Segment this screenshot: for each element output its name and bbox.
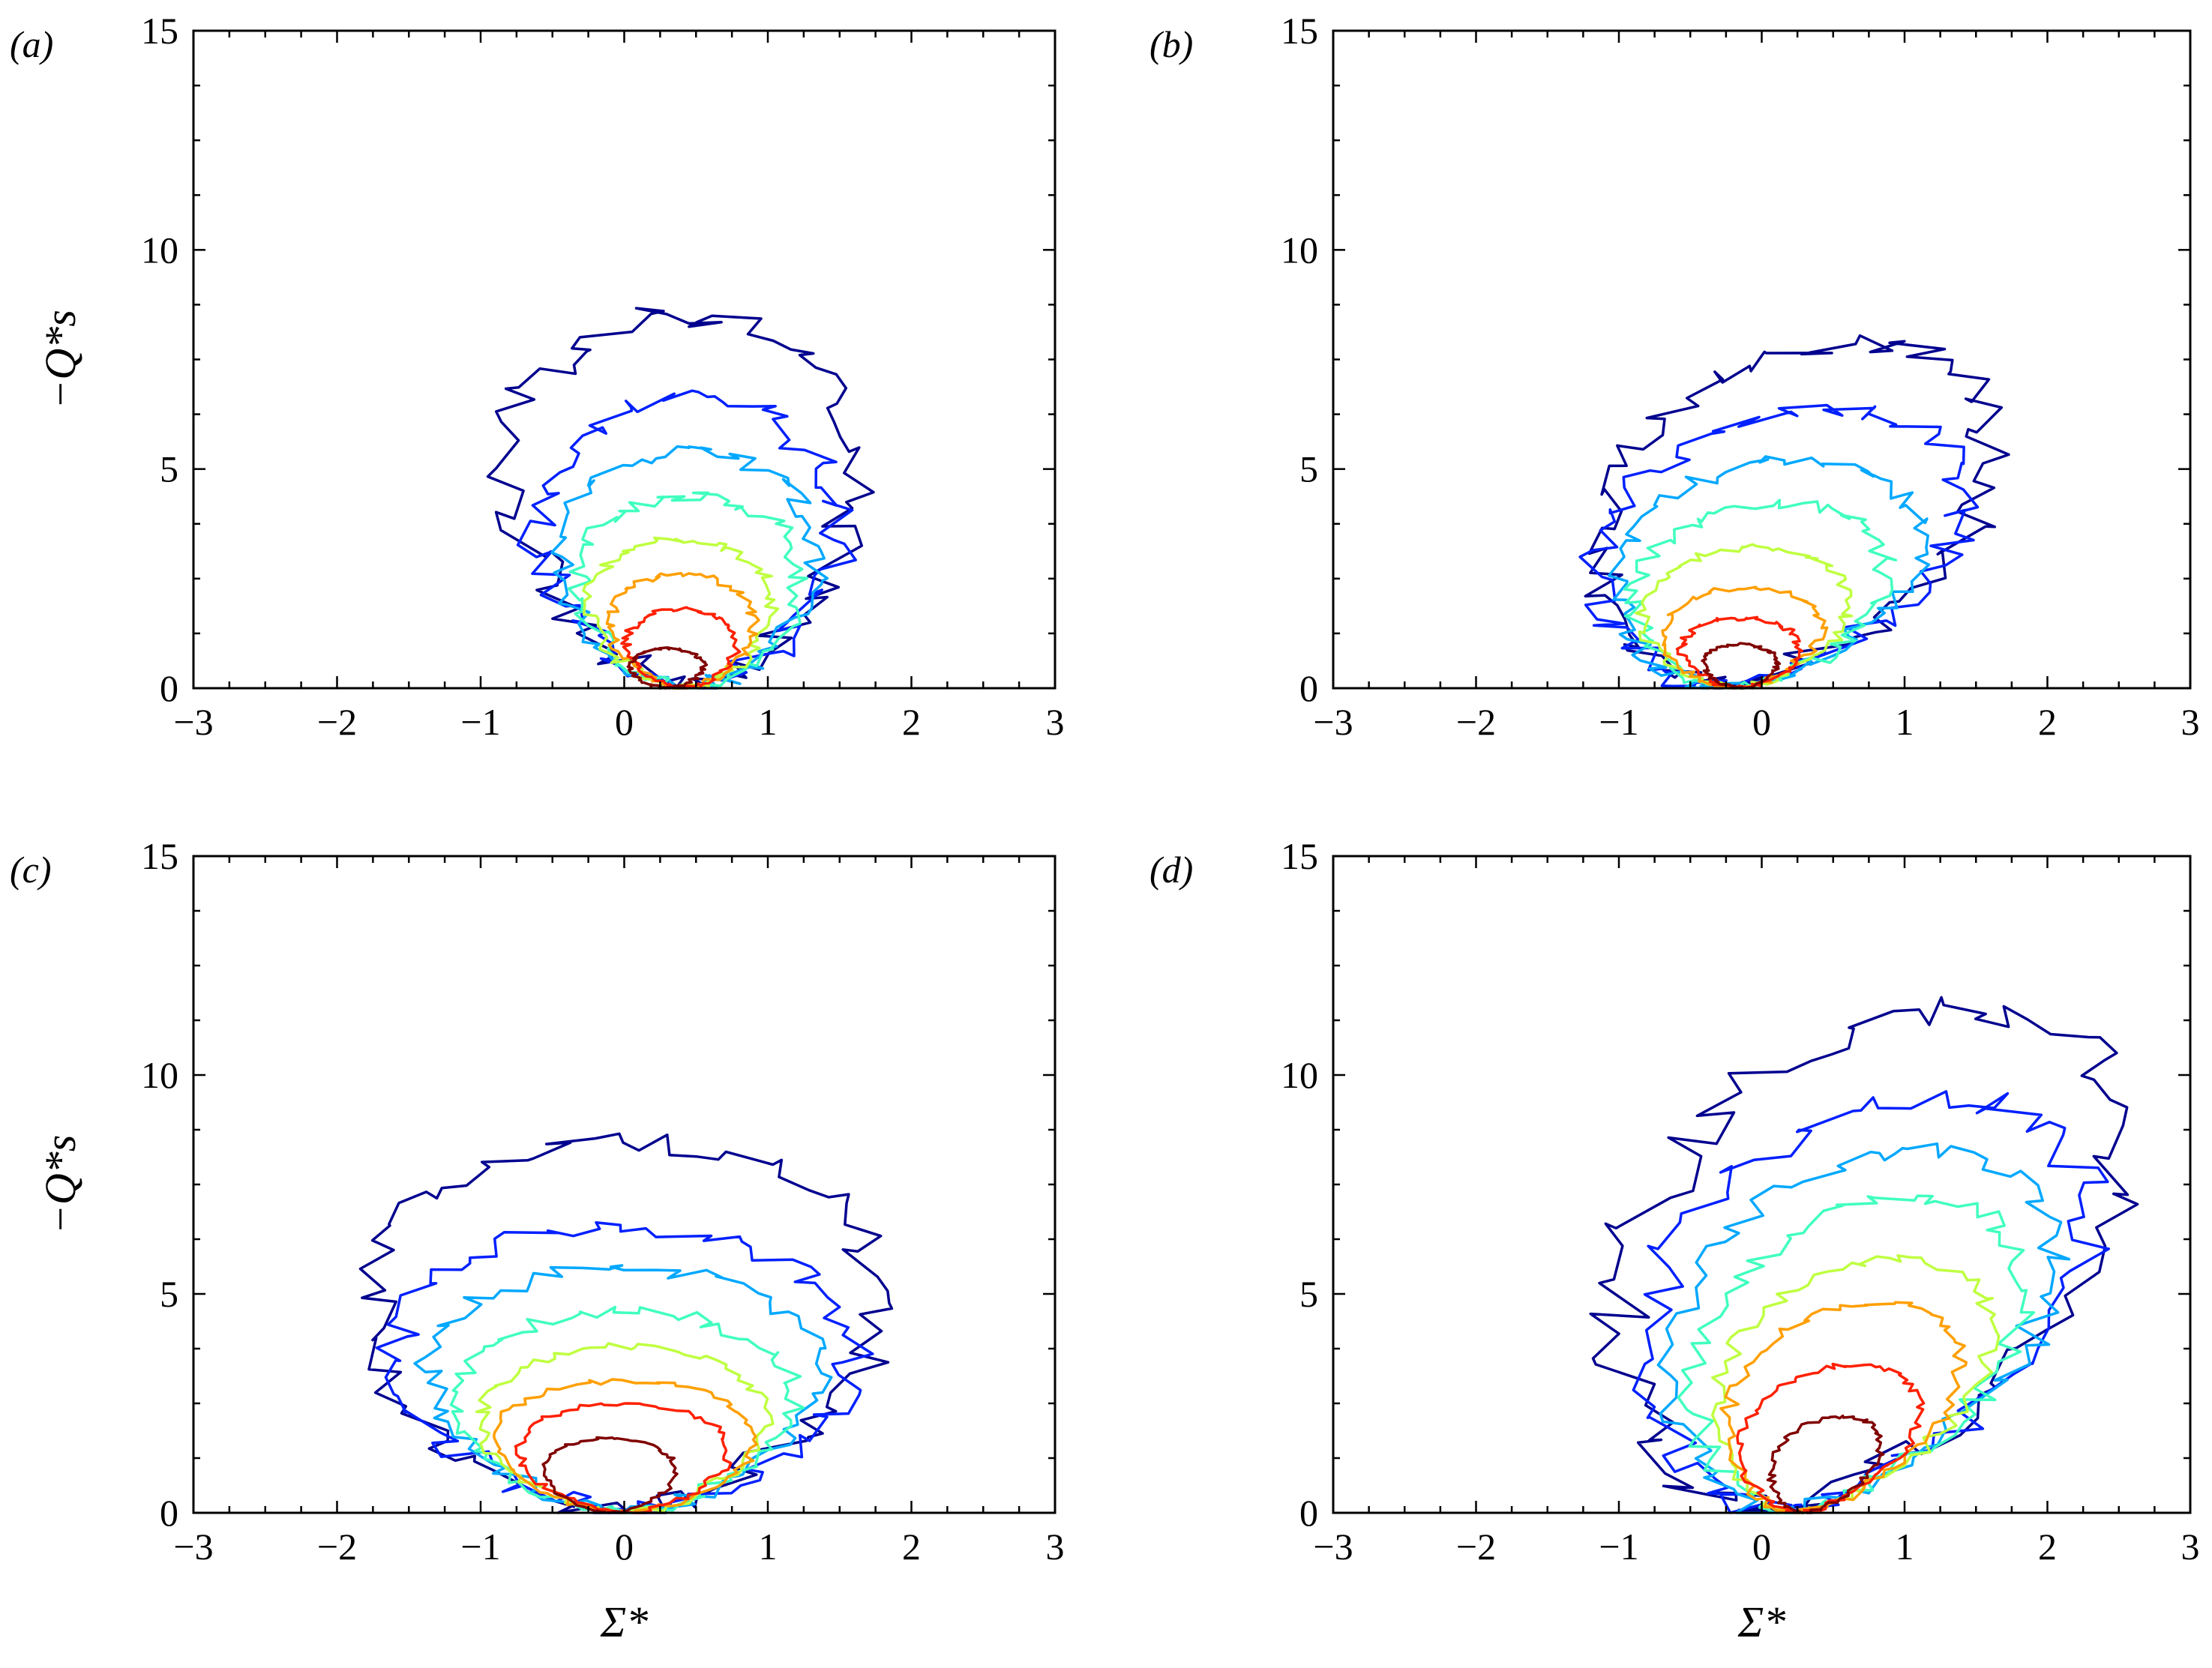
contour-level-4 <box>449 1305 805 1514</box>
contour-level-2 <box>1578 403 1980 690</box>
panel-label: (c) <box>10 849 52 891</box>
x-tick-label: −2 <box>317 1526 357 1568</box>
contour-level-3 <box>550 445 829 690</box>
y-tick-label: 0 <box>160 667 178 709</box>
y-tick-label: 10 <box>1281 229 1318 271</box>
x-tick-label: −3 <box>173 1526 213 1568</box>
x-tick-label: −1 <box>1599 1526 1638 1568</box>
x-tick-label: 0 <box>615 701 634 743</box>
contour-level-8 <box>626 646 709 690</box>
y-tick-label: 15 <box>141 10 178 52</box>
x-tick-label: 1 <box>759 701 778 743</box>
axes-frame <box>192 855 1057 1514</box>
contour-level-2 <box>375 1221 874 1514</box>
x-tick-label: −3 <box>1313 701 1353 743</box>
x-tick-label: 2 <box>2038 701 2057 743</box>
x-axis-label: Σ* <box>1737 1598 1785 1646</box>
contour-level-3 <box>1607 455 1931 690</box>
panel-c: −3 −2 −1 0 1 2 3 0 5 10 15 (c) −Q*s Σ* <box>10 835 1065 1646</box>
y-axis-label: −Q*s <box>36 310 85 409</box>
contour-level-1 <box>358 1132 894 1514</box>
panel-label: (b) <box>1149 23 1193 65</box>
y-tick-label: 5 <box>1299 1273 1318 1315</box>
contour-level-7 <box>1736 1362 1926 1514</box>
x-tick-label: −1 <box>1599 701 1638 743</box>
axes-frame <box>192 29 1057 690</box>
y-tick-label: 10 <box>1281 1054 1318 1096</box>
x-tick-label: −1 <box>460 701 500 743</box>
contour-level-3 <box>413 1264 833 1514</box>
x-tick-label: −3 <box>1313 1526 1353 1568</box>
x-tick-label: 2 <box>902 701 921 743</box>
panel-b: −3 −2 −1 0 1 2 3 0 5 10 15 (b) <box>1149 10 2200 743</box>
contour-level-8 <box>541 1436 679 1514</box>
y-tick-label: 15 <box>1281 835 1318 877</box>
axes-frame <box>1332 855 2192 1514</box>
contour-level-5 <box>475 1342 775 1514</box>
contour-level-7 <box>514 1402 733 1514</box>
y-axis-label: −Q*s <box>36 1135 85 1235</box>
contour-level-1 <box>1584 334 2010 690</box>
contour-level-6 <box>493 1378 758 1514</box>
y-tick-label: 0 <box>1299 1492 1318 1534</box>
y-tick-label: 15 <box>141 835 178 877</box>
x-tick-label: 2 <box>902 1526 921 1568</box>
x-axis-label: Σ* <box>600 1598 648 1646</box>
contour-level-7 <box>620 606 742 690</box>
x-tick-label: 0 <box>615 1526 634 1568</box>
contour-level-3 <box>1656 1142 2071 1514</box>
x-tick-label: −2 <box>1456 701 1496 743</box>
contour-level-5 <box>1634 543 1854 690</box>
y-tick-label: 5 <box>1299 448 1318 490</box>
x-tick-label: −1 <box>460 1526 500 1568</box>
x-tick-label: 3 <box>1046 1526 1065 1568</box>
panel-a: −3 −2 −1 0 1 2 3 0 5 10 15 (a) −Q*s <box>10 10 1065 743</box>
contour-level-2 <box>1632 1090 2111 1514</box>
contour-level-1 <box>486 307 875 690</box>
x-tick-label: 3 <box>1046 701 1065 743</box>
contour-level-6 <box>1719 1301 1968 1514</box>
contour-level-6 <box>1661 585 1829 690</box>
panel-label: (a) <box>10 23 53 65</box>
contour-level-4 <box>1623 499 1898 690</box>
panel-d: −3 −2 −1 0 1 2 3 0 5 10 15 (d) Σ* <box>1149 835 2200 1646</box>
x-tick-label: −3 <box>173 701 213 743</box>
y-tick-label: 10 <box>141 229 178 271</box>
y-tick-label: 10 <box>141 1054 178 1096</box>
x-tick-label: 2 <box>2038 1526 2057 1568</box>
x-tick-label: 3 <box>2181 1526 2200 1568</box>
contour-level-8 <box>1766 1414 1885 1514</box>
x-tick-label: −2 <box>317 701 357 743</box>
x-tick-label: −2 <box>1456 1526 1496 1568</box>
contour-level-7 <box>1675 615 1804 690</box>
y-tick-label: 0 <box>160 1492 178 1534</box>
y-tick-label: 5 <box>160 1273 178 1315</box>
x-tick-label: 3 <box>2181 701 2200 743</box>
x-tick-label: 1 <box>1896 701 1914 743</box>
y-tick-label: 0 <box>1299 667 1318 709</box>
y-tick-label: 5 <box>160 448 178 490</box>
contour-level-4 <box>1677 1194 2036 1514</box>
x-tick-label: 0 <box>1752 1526 1771 1568</box>
x-tick-label: 0 <box>1752 701 1771 743</box>
y-tick-label: 15 <box>1281 10 1318 52</box>
x-tick-label: 1 <box>759 1526 778 1568</box>
contour-level-8 <box>1701 642 1782 690</box>
panel-label: (d) <box>1149 849 1193 891</box>
x-tick-label: 1 <box>1896 1526 1914 1568</box>
contour-level-5 <box>582 536 780 690</box>
